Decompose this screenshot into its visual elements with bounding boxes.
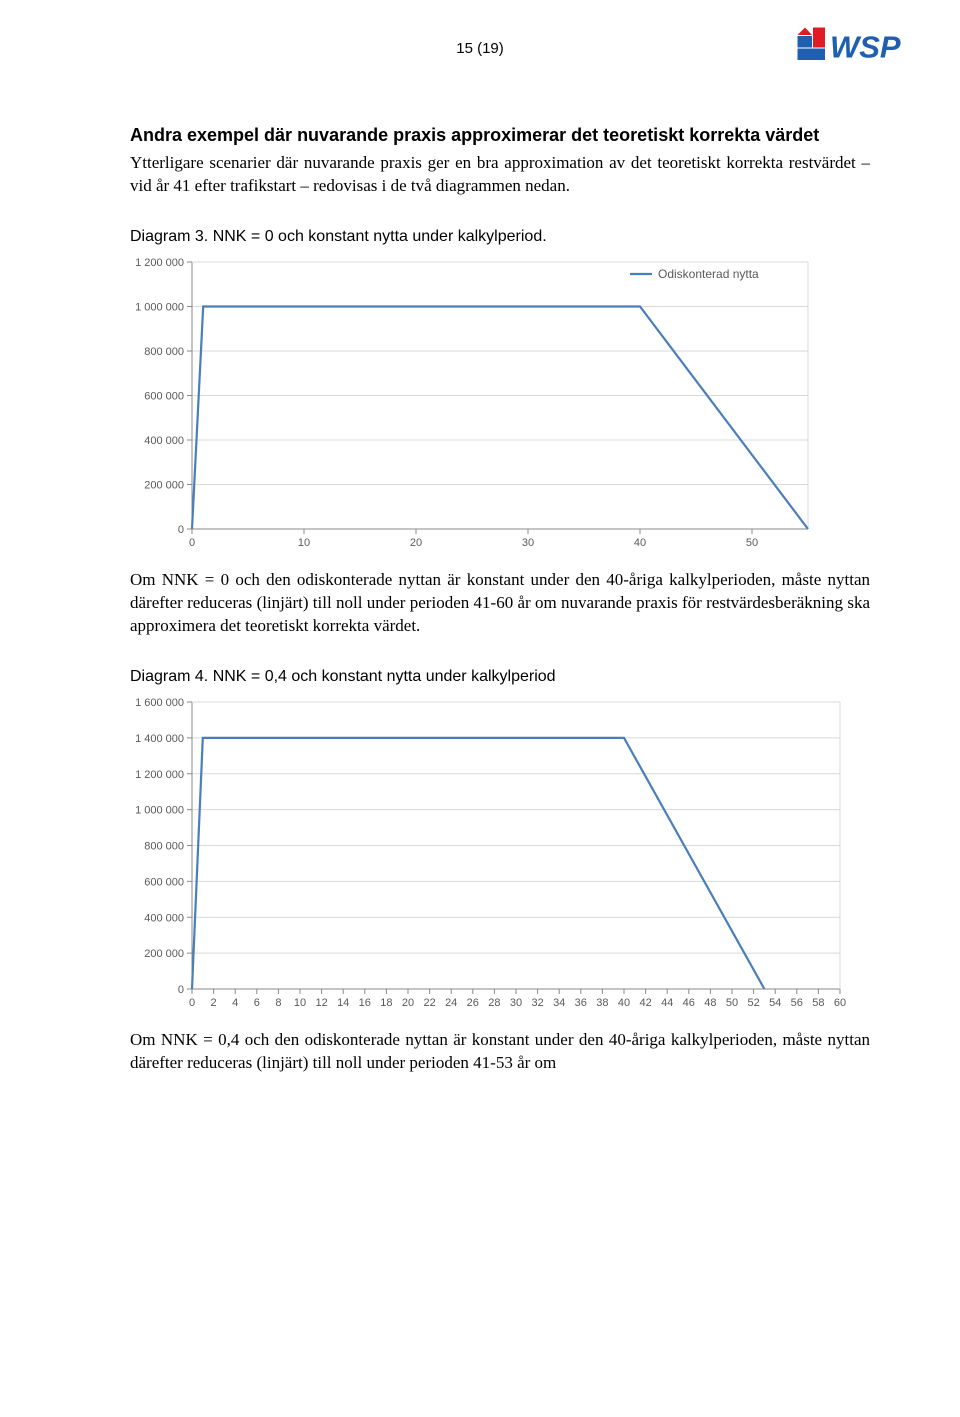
svg-text:22: 22 xyxy=(423,997,435,1009)
section-heading: Andra exempel där nuvarande praxis appro… xyxy=(130,125,870,146)
svg-text:48: 48 xyxy=(704,997,716,1009)
svg-text:0: 0 xyxy=(178,524,184,536)
section-heading-block: Andra exempel där nuvarande praxis appro… xyxy=(130,125,870,198)
svg-text:800 000: 800 000 xyxy=(144,346,184,358)
section-body: Ytterligare scenarier där nuvarande prax… xyxy=(130,152,870,198)
svg-text:WSP: WSP xyxy=(830,30,901,65)
svg-text:6: 6 xyxy=(254,997,260,1009)
wsp-logo-icon: WSP xyxy=(795,25,930,70)
svg-text:8: 8 xyxy=(275,997,281,1009)
svg-text:40: 40 xyxy=(618,997,630,1009)
svg-text:1 000 000: 1 000 000 xyxy=(135,804,184,816)
svg-text:14: 14 xyxy=(337,997,349,1009)
diagram3-title: Diagram 3. NNK = 0 och konstant nytta un… xyxy=(130,228,870,246)
svg-text:400 000: 400 000 xyxy=(144,912,184,924)
svg-text:50: 50 xyxy=(726,997,738,1009)
svg-text:200 000: 200 000 xyxy=(144,948,184,960)
svg-text:1 600 000: 1 600 000 xyxy=(135,697,184,709)
svg-text:26: 26 xyxy=(467,997,479,1009)
svg-text:24: 24 xyxy=(445,997,457,1009)
svg-text:600 000: 600 000 xyxy=(144,390,184,402)
svg-text:44: 44 xyxy=(661,997,673,1009)
svg-text:600 000: 600 000 xyxy=(144,876,184,888)
diagram4-caption: Om NNK = 0,4 och den odiskonterade nytta… xyxy=(130,1029,870,1075)
svg-text:200 000: 200 000 xyxy=(144,479,184,491)
svg-text:1 400 000: 1 400 000 xyxy=(135,733,184,745)
diagram4-title: Diagram 4. NNK = 0,4 och konstant nytta … xyxy=(130,668,870,686)
diagram3-caption: Om NNK = 0 och den odiskonterade nyttan … xyxy=(130,569,870,638)
svg-text:10: 10 xyxy=(298,537,310,549)
svg-text:4: 4 xyxy=(232,997,238,1009)
svg-text:34: 34 xyxy=(553,997,565,1009)
svg-text:2: 2 xyxy=(211,997,217,1009)
svg-text:16: 16 xyxy=(359,997,371,1009)
svg-text:0: 0 xyxy=(189,997,195,1009)
svg-text:0: 0 xyxy=(189,537,195,549)
svg-text:52: 52 xyxy=(747,997,759,1009)
svg-text:1 200 000: 1 200 000 xyxy=(135,768,184,780)
svg-text:20: 20 xyxy=(402,997,414,1009)
svg-text:800 000: 800 000 xyxy=(144,840,184,852)
svg-text:56: 56 xyxy=(791,997,803,1009)
svg-text:0: 0 xyxy=(178,984,184,996)
svg-text:54: 54 xyxy=(769,997,781,1009)
svg-text:42: 42 xyxy=(639,997,651,1009)
svg-text:30: 30 xyxy=(522,537,534,549)
svg-text:1 200 000: 1 200 000 xyxy=(135,257,184,269)
svg-text:Odiskonterad nytta: Odiskonterad nytta xyxy=(658,267,759,281)
svg-text:58: 58 xyxy=(812,997,824,1009)
page-number: 15 (19) xyxy=(456,40,504,57)
svg-text:400 000: 400 000 xyxy=(144,435,184,447)
header-logo: WSP xyxy=(795,25,930,70)
svg-text:12: 12 xyxy=(315,997,327,1009)
svg-text:20: 20 xyxy=(410,537,422,549)
svg-text:46: 46 xyxy=(683,997,695,1009)
svg-text:18: 18 xyxy=(380,997,392,1009)
svg-text:60: 60 xyxy=(834,997,846,1009)
svg-text:36: 36 xyxy=(575,997,587,1009)
svg-text:30: 30 xyxy=(510,997,522,1009)
svg-text:28: 28 xyxy=(488,997,500,1009)
svg-text:50: 50 xyxy=(746,537,758,549)
diagram3-chart: 0 200 000 400 000 600 000 800 000 1 000 000 1 … xyxy=(130,254,870,559)
svg-text:10: 10 xyxy=(294,997,306,1009)
svg-text:32: 32 xyxy=(531,997,543,1009)
svg-text:40: 40 xyxy=(634,537,646,549)
svg-text:1 000 000: 1 000 000 xyxy=(135,301,184,313)
svg-text:38: 38 xyxy=(596,997,608,1009)
diagram4-chart: 0 200 000 400 000 600 000 800 000 1 000 000 1 … xyxy=(130,694,870,1019)
